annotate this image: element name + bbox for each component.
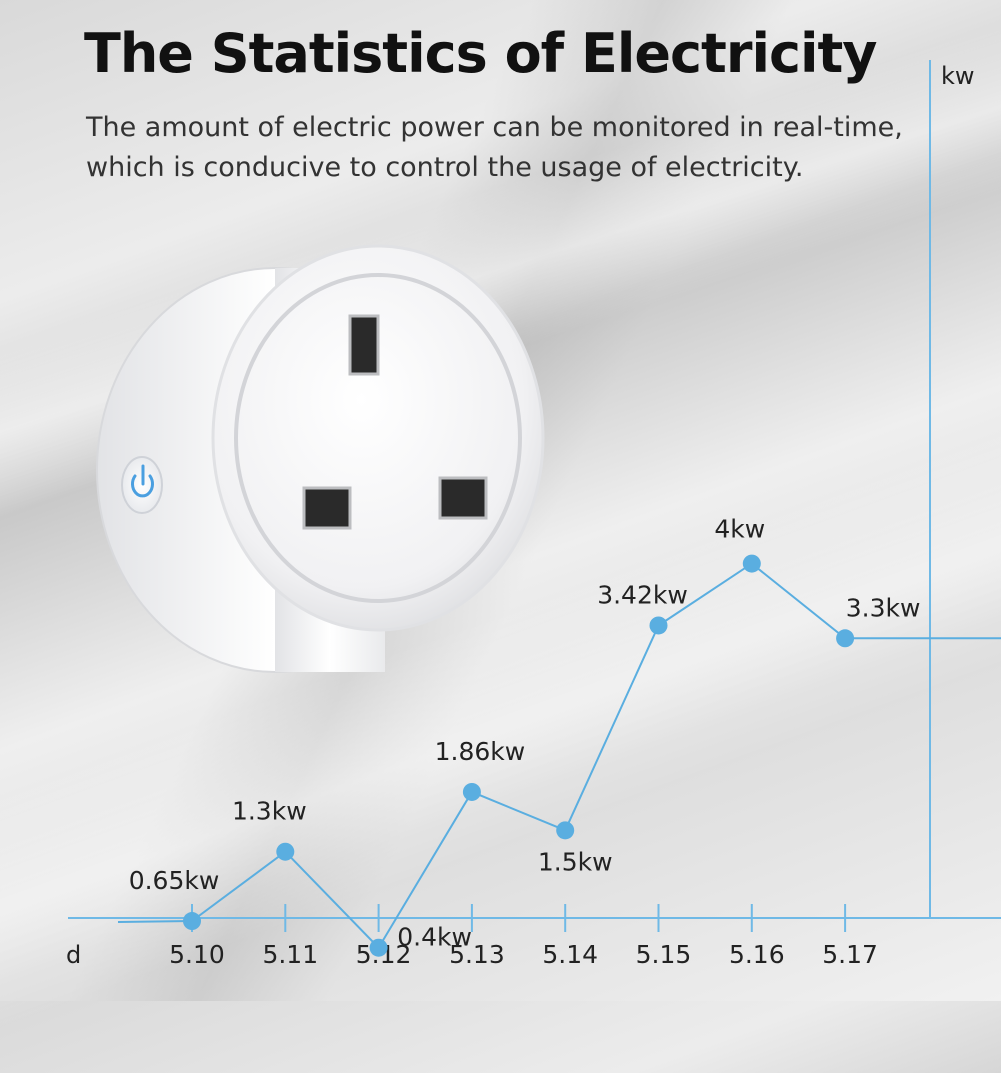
data-labels: 0.65kw 1.3kw 0.4kw 1.86kw 1.5kw 3.42kw 4kw 3.3k… — [129, 515, 921, 952]
smart-plug-image — [96, 244, 545, 673]
x-tick-label: 5.13 — [449, 940, 505, 969]
data-label: 3.3kw — [846, 593, 921, 622]
subtitle-line: which is conducive to control the usage … — [86, 152, 804, 183]
series-polyline — [117, 562, 1001, 950]
data-label: 1.3kw — [232, 797, 307, 826]
data-point — [836, 629, 855, 648]
y-axis-label: kw — [941, 62, 975, 90]
socket-earth-pin-hole — [348, 314, 380, 376]
x-tick-label: 5.16 — [729, 940, 785, 969]
page-title: The Statistics of Electricity — [84, 22, 877, 85]
plug-face — [211, 244, 545, 632]
socket-pin-hole-right — [438, 476, 488, 520]
plug-face-ring — [234, 273, 522, 603]
subtitle-line: The amount of electric power can be moni… — [86, 112, 903, 143]
data-point — [649, 616, 668, 635]
data-point — [462, 782, 481, 801]
chart-canvas: d kw 5.105.115.125.135.145.155.165.17 0.… — [66, 60, 1001, 969]
data-label: 0.65kw — [129, 866, 220, 895]
data-label: 0.4kw — [397, 923, 472, 952]
data-point — [369, 938, 388, 957]
x-tick-label: 5.17 — [822, 940, 878, 969]
data-point — [183, 912, 201, 931]
x-tick-label: 5.14 — [542, 940, 598, 969]
power-button[interactable] — [121, 456, 163, 514]
x-tick-label: 5.15 — [636, 940, 692, 969]
data-label: 1.5kw — [538, 847, 613, 876]
chart-axes: d kw — [66, 60, 1001, 969]
power-icon — [131, 464, 154, 498]
page-subtitle: The amount of electric power can be moni… — [86, 108, 926, 188]
power-icon-arc — [131, 474, 154, 498]
data-label: 1.86kw — [435, 737, 526, 766]
data-label: 3.42kw — [597, 580, 688, 609]
x-tick-label: 5.11 — [262, 940, 318, 969]
data-point — [276, 842, 295, 861]
x-ticks: 5.105.115.125.135.145.155.165.17 — [169, 904, 878, 969]
x-tick-label: 5.10 — [169, 940, 225, 969]
data-point — [742, 554, 761, 573]
series-line — [117, 562, 1001, 950]
data-label: 4kw — [714, 515, 765, 544]
data-points — [183, 554, 855, 957]
x-axis-label: d — [66, 941, 81, 969]
socket-pin-hole-left — [302, 486, 352, 530]
data-point — [556, 821, 575, 840]
